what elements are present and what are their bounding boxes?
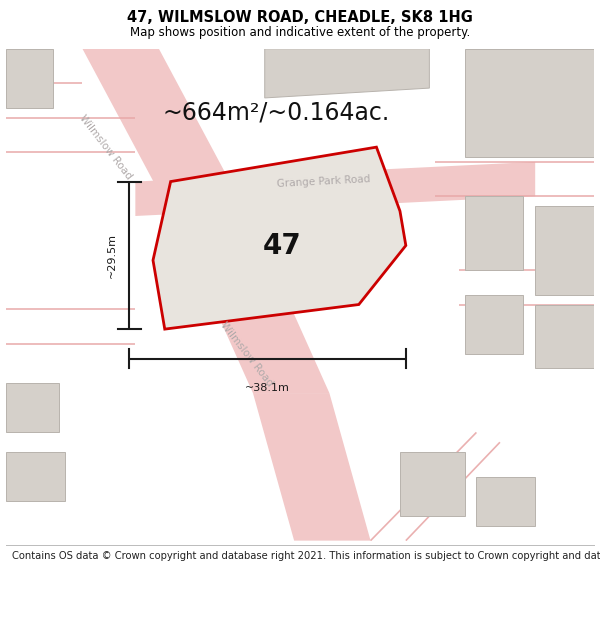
Text: 47: 47 xyxy=(263,231,302,259)
Polygon shape xyxy=(6,49,53,108)
Polygon shape xyxy=(6,452,65,501)
Text: Contains OS data © Crown copyright and database right 2021. This information is : Contains OS data © Crown copyright and d… xyxy=(12,551,600,561)
Polygon shape xyxy=(82,49,259,236)
Polygon shape xyxy=(136,162,535,216)
Text: Grange Park Road: Grange Park Road xyxy=(277,174,371,189)
Polygon shape xyxy=(153,147,406,329)
Polygon shape xyxy=(464,49,594,157)
Text: 47, WILMSLOW ROAD, CHEADLE, SK8 1HG: 47, WILMSLOW ROAD, CHEADLE, SK8 1HG xyxy=(127,10,473,25)
Polygon shape xyxy=(212,216,300,285)
Text: Map shows position and indicative extent of the property.: Map shows position and indicative extent… xyxy=(130,26,470,39)
Polygon shape xyxy=(535,304,594,369)
Polygon shape xyxy=(400,452,464,516)
Polygon shape xyxy=(476,477,535,526)
Text: ~29.5m: ~29.5m xyxy=(107,233,117,278)
Text: Wilmslow Road: Wilmslow Road xyxy=(219,319,275,388)
Polygon shape xyxy=(464,196,523,270)
Polygon shape xyxy=(535,206,594,294)
Polygon shape xyxy=(464,294,523,354)
Polygon shape xyxy=(253,393,371,541)
Text: ~664m²/~0.164ac.: ~664m²/~0.164ac. xyxy=(163,101,390,125)
Text: ~38.1m: ~38.1m xyxy=(245,383,290,393)
Text: Wilmslow Road: Wilmslow Road xyxy=(78,113,134,181)
Polygon shape xyxy=(6,383,59,432)
Polygon shape xyxy=(265,49,430,98)
Polygon shape xyxy=(182,236,329,393)
